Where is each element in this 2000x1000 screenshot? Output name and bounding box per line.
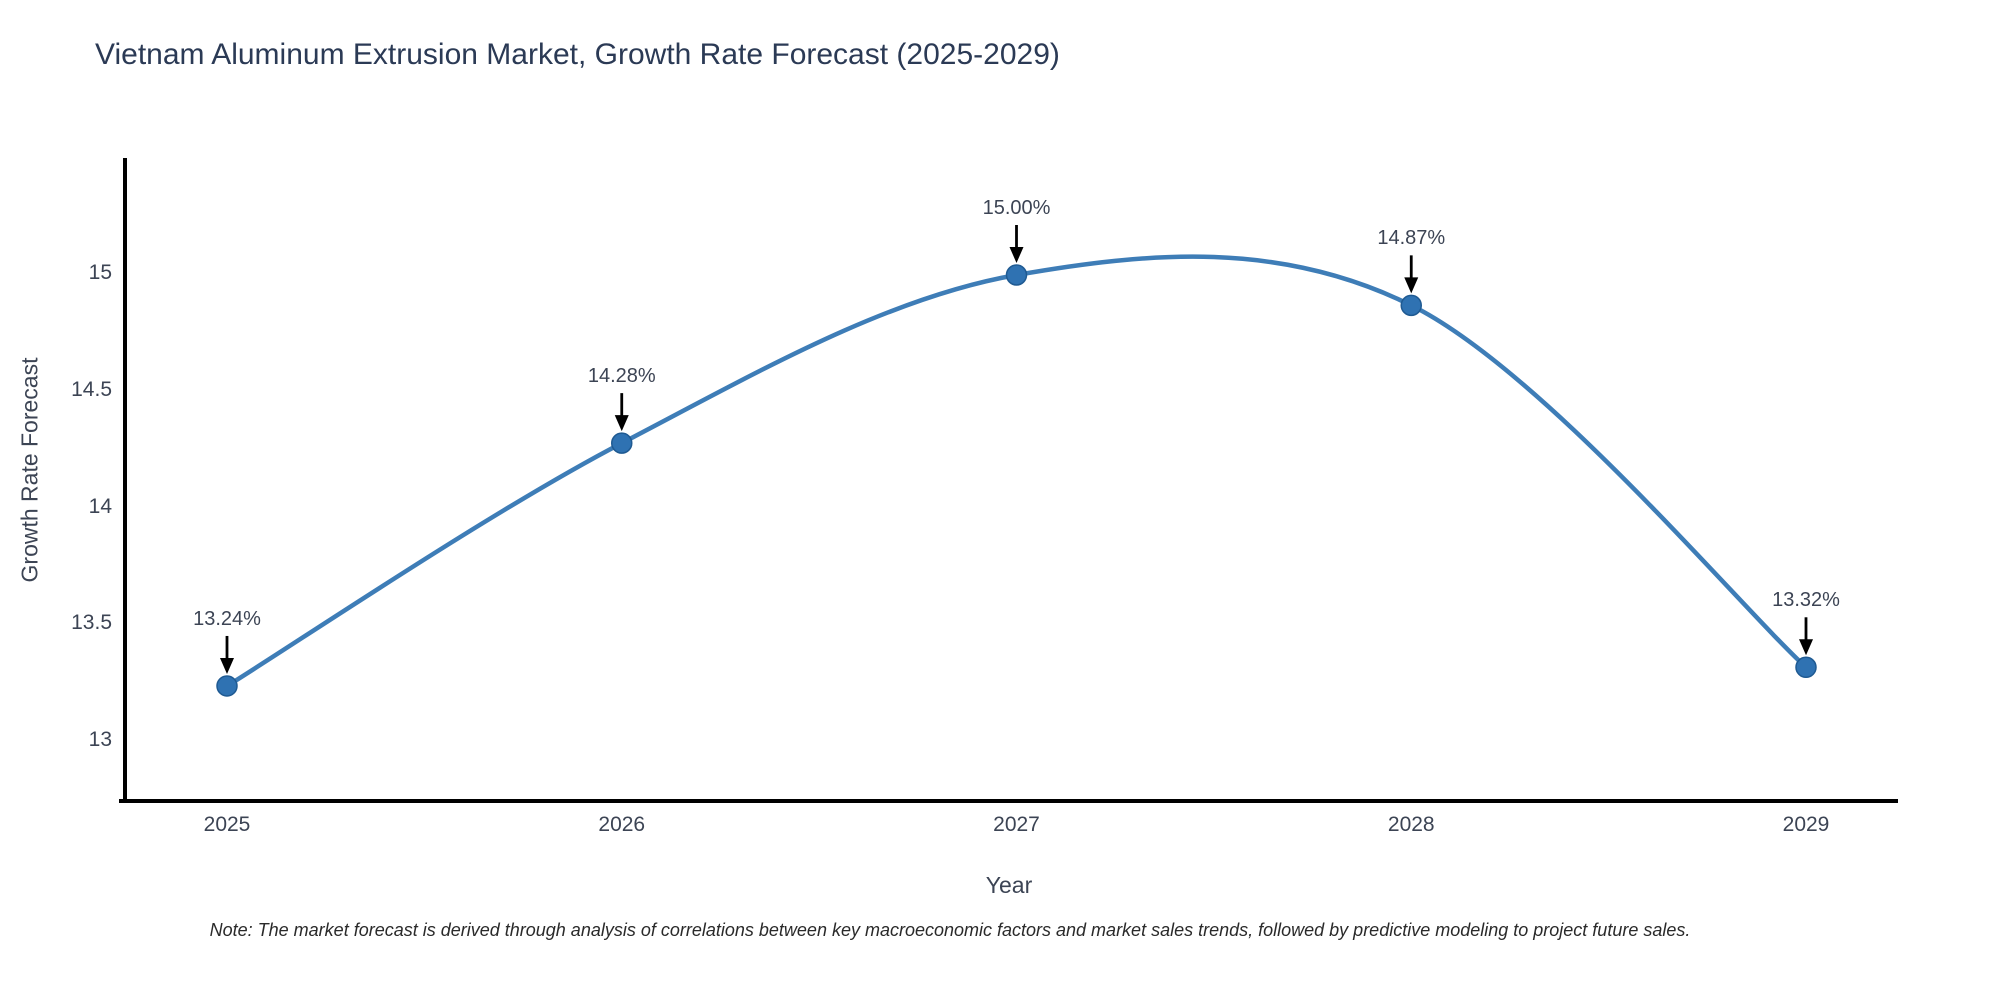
y-tick-label: 13.5 xyxy=(71,611,112,635)
annotation-arrow-head xyxy=(220,657,234,674)
x-tick-label: 2026 xyxy=(598,813,646,836)
x-tick-label: 2029 xyxy=(1782,813,1830,836)
y-tick-label: 13 xyxy=(88,728,112,751)
y-tick-label: 15 xyxy=(88,261,112,284)
annotation-label: 14.87% xyxy=(1377,227,1446,250)
annotation-arrow-head xyxy=(1009,247,1024,263)
x-axis-title: Year xyxy=(985,872,1033,898)
annotation-label: 13.32% xyxy=(1772,589,1840,612)
y-tick-label: 14 xyxy=(88,494,112,518)
x-axis-line xyxy=(119,799,1898,803)
footnote: Note: The market forecast is derived thr… xyxy=(209,920,1691,940)
data-point-2025 xyxy=(216,675,238,697)
trend-line xyxy=(224,254,1809,689)
x-tick-label: 2025 xyxy=(203,813,251,836)
chart-title: Vietnam Aluminum Extrusion Market, Growt… xyxy=(95,38,1060,71)
annotation-arrow-head xyxy=(614,415,629,432)
data-point-2026 xyxy=(611,432,633,454)
x-tick-label: 2028 xyxy=(1387,813,1435,836)
data-point-2029 xyxy=(1795,656,1817,679)
annotation-label: 14.28% xyxy=(587,365,656,388)
x-tick-label: 2027 xyxy=(993,813,1040,836)
data-point-2028 xyxy=(1400,294,1422,317)
data-point-2027 xyxy=(1005,264,1028,286)
annotation-label: 13.24% xyxy=(193,607,261,630)
annotation-label: 15.00% xyxy=(982,197,1051,219)
annotation-arrow-head xyxy=(1404,277,1419,294)
y-tick-label: 14.5 xyxy=(71,377,112,401)
annotation-arrow-head xyxy=(1799,639,1813,656)
y-axis-line xyxy=(123,158,127,803)
